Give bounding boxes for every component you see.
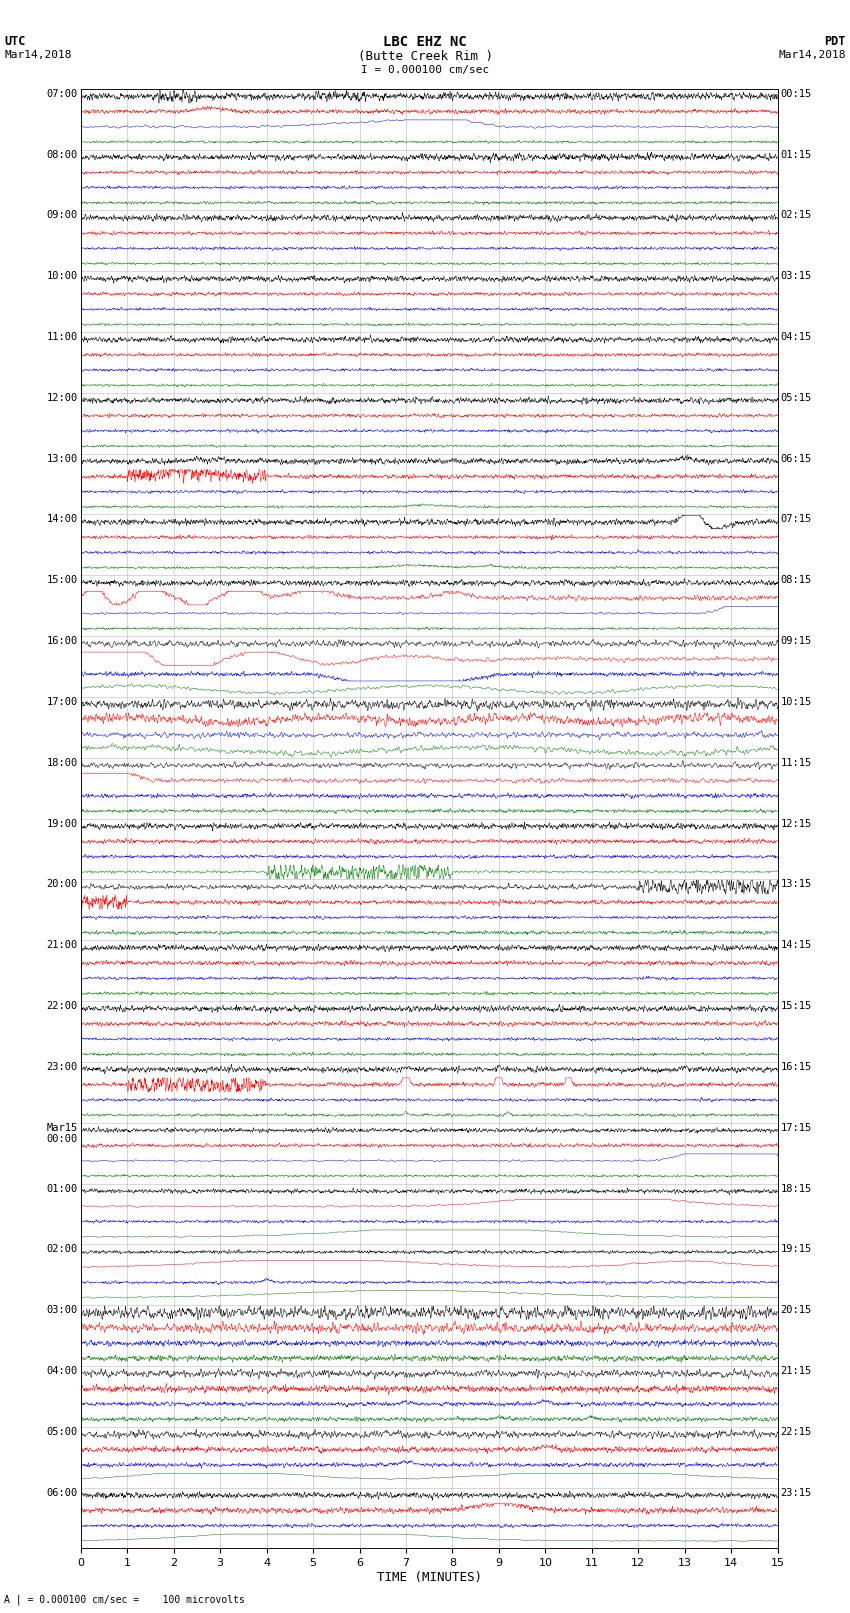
Text: UTC: UTC (4, 35, 26, 48)
Text: LBC EHZ NC: LBC EHZ NC (383, 35, 467, 50)
Text: Mar14,2018: Mar14,2018 (4, 50, 71, 60)
Text: A | = 0.000100 cm/sec =    100 microvolts: A | = 0.000100 cm/sec = 100 microvolts (4, 1594, 245, 1605)
Text: I = 0.000100 cm/sec: I = 0.000100 cm/sec (361, 65, 489, 74)
Text: Mar14,2018: Mar14,2018 (779, 50, 846, 60)
X-axis label: TIME (MINUTES): TIME (MINUTES) (377, 1571, 482, 1584)
Text: (Butte Creek Rim ): (Butte Creek Rim ) (358, 50, 492, 63)
Text: PDT: PDT (824, 35, 846, 48)
